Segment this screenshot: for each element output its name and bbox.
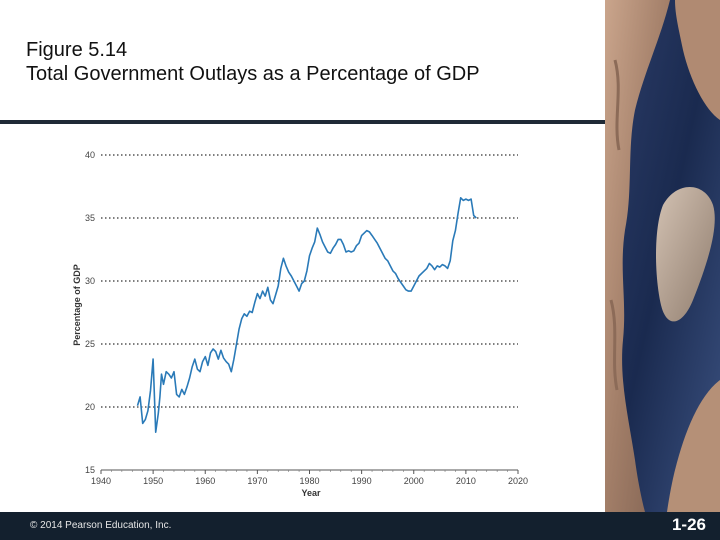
series-line-0 [136, 196, 477, 434]
axes: 15 20 25 30 35 40 1940 1950 1960 1970 1980 1990 2000… [85, 150, 528, 486]
x-tick-label: 1990 [352, 476, 372, 486]
x-tick-label: 1970 [247, 476, 267, 486]
data-series [136, 196, 477, 434]
x-tick-label: 2000 [404, 476, 424, 486]
x-tick-label: 1950 [143, 476, 163, 486]
slide-title: Figure 5.14 Total Government Outlays as … [26, 38, 596, 86]
y-axis-title: Percentage of GDP [72, 264, 82, 346]
gridlines [101, 154, 518, 408]
y-tick-label: 30 [85, 276, 95, 286]
chart-canvas: 15 20 25 30 35 40 1940 1950 1960 1970 1980 1990 2000… [72, 150, 528, 498]
y-tick-label: 25 [85, 339, 95, 349]
x-tick-label: 1940 [91, 476, 111, 486]
figure-number: Figure 5.14 [26, 39, 128, 61]
x-tick-label: 1960 [195, 476, 215, 486]
y-tick-label: 35 [85, 213, 95, 223]
title-divider [0, 120, 610, 124]
slide-footer: © 2014 Pearson Education, Inc. 1-26 [0, 512, 720, 540]
copyright-text: © 2014 Pearson Education, Inc. [30, 520, 172, 531]
slide-number: 1-26 [671, 515, 706, 534]
y-tick-label: 20 [85, 402, 95, 412]
figure-title: Total Government Outlays as a Percentage… [26, 63, 480, 85]
y-tick-label: 15 [85, 465, 95, 475]
x-tick-label: 2010 [456, 476, 476, 486]
x-axis-title: Year [301, 488, 321, 498]
rock-illustration [605, 0, 720, 512]
y-tick-label: 40 [85, 150, 95, 160]
line-chart: 15 20 25 30 35 40 1940 1950 1960 1970 1980 1990 2000… [60, 135, 540, 505]
x-tick-label: 1980 [299, 476, 319, 486]
decorative-rock-image [605, 0, 720, 512]
x-tick-label: 2020 [508, 476, 528, 486]
